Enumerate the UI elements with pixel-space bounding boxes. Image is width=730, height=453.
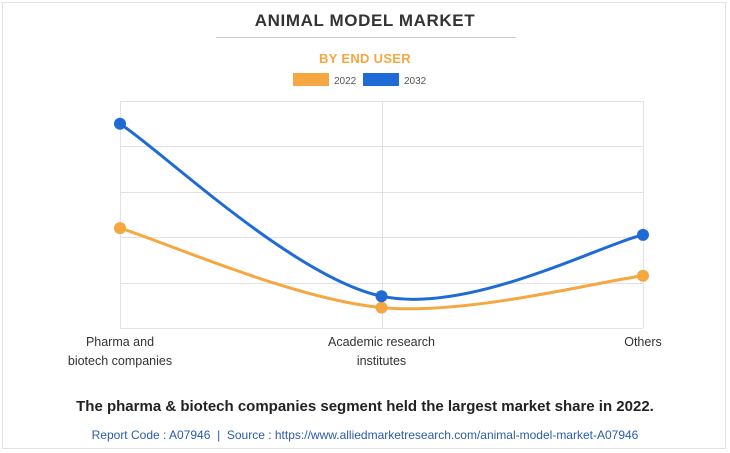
legend-swatch-2032: [363, 73, 399, 86]
x-tick-label: Pharma and biotech companies: [68, 335, 172, 368]
report-code: Report Code : A07946: [91, 428, 211, 442]
x-tick-label: Academic research institutes: [328, 335, 435, 368]
series-line-2032: [118, 122, 645, 301]
title-divider: [216, 37, 516, 38]
data-point-2032: [114, 117, 126, 130]
data-point-2022: [637, 269, 649, 282]
chart-caption: The pharma & biotech companies segment h…: [76, 398, 654, 415]
legend-swatch-2022: [293, 73, 329, 86]
chart-subtitle: BY END USER: [319, 51, 411, 66]
legend-label-2032: 2032: [404, 76, 427, 87]
source-separator: |: [217, 428, 221, 442]
source-line: Report Code : A07946 | Source : https://…: [0, 428, 730, 442]
data-point-2032: [637, 228, 649, 241]
data-point-2032: [375, 290, 388, 303]
chart-title: ANIMAL MODEL MARKET: [254, 11, 476, 30]
x-tick-label: Others: [624, 335, 662, 349]
line-chart: Pharma and biotech companies Academic rese…: [68, 73, 662, 368]
data-point-2022: [375, 301, 388, 314]
legend-label-2022: 2022: [334, 76, 357, 87]
data-point-2022: [114, 222, 126, 235]
source-link[interactable]: Source : https://www.alliedmarketresearc…: [226, 428, 639, 442]
